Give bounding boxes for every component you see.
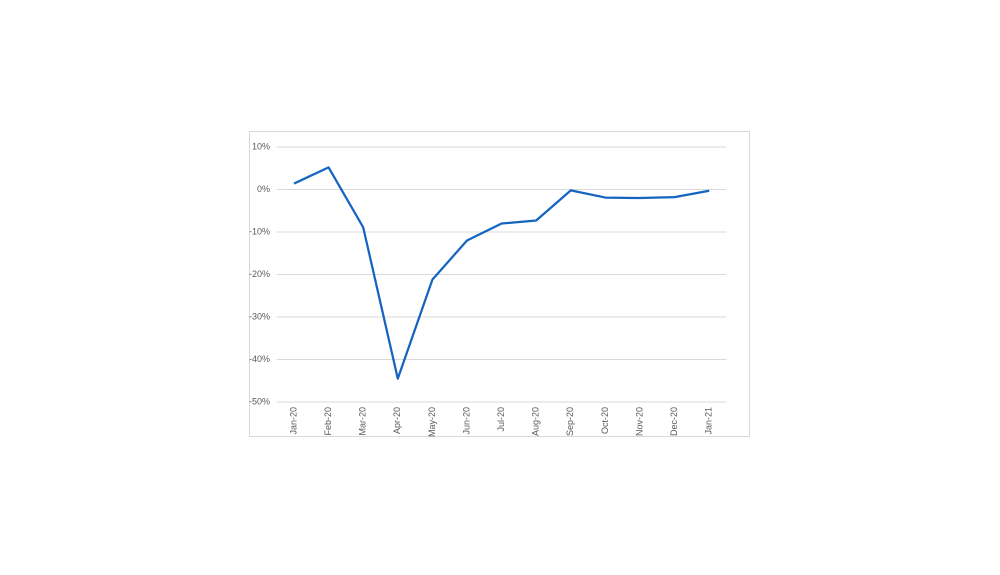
y-tick-label: 0% <box>257 184 270 194</box>
x-tick-label: Apr-20 <box>392 407 402 434</box>
y-tick-label: -50% <box>249 396 270 406</box>
x-tick-label: Dec-20 <box>669 407 679 436</box>
chart-frame <box>249 131 750 437</box>
x-tick-label: Mar-20 <box>358 407 368 436</box>
x-tick-label: Jan-21 <box>704 407 714 435</box>
x-tick-label: Nov-20 <box>634 407 644 436</box>
x-tick-label: Jan-20 <box>288 407 298 435</box>
y-tick-label: -30% <box>249 311 270 321</box>
y-tick-label: 10% <box>252 141 270 151</box>
x-tick-label: Aug-20 <box>531 407 541 436</box>
y-tick-label: -20% <box>249 269 270 279</box>
y-tick-label: -40% <box>249 354 270 364</box>
x-tick-label: Jul-20 <box>496 407 506 432</box>
x-tick-label: Sep-20 <box>565 407 575 436</box>
x-tick-label: Jun-20 <box>461 407 471 435</box>
y-tick-label: -10% <box>249 226 270 236</box>
x-tick-label: Feb-20 <box>323 407 333 436</box>
x-tick-label: May-20 <box>427 407 437 437</box>
line-series <box>293 166 710 380</box>
x-tick-label: Oct-20 <box>600 407 610 434</box>
